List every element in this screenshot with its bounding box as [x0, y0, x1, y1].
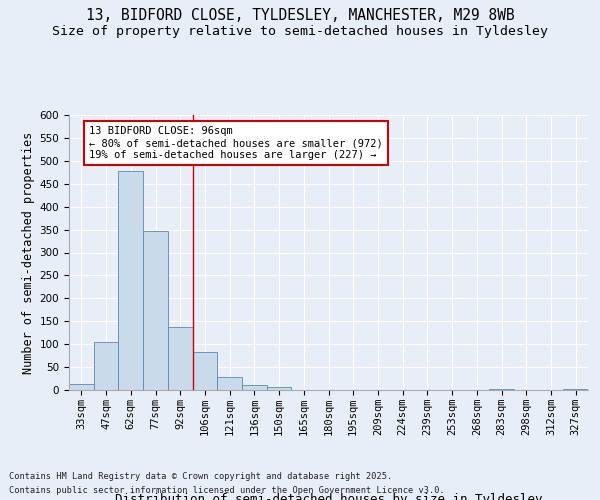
Y-axis label: Number of semi-detached properties: Number of semi-detached properties [22, 132, 35, 374]
Bar [168, 327, 193, 390]
Bar [563, 388, 588, 390]
Bar [94, 342, 118, 390]
Bar [242, 385, 267, 390]
Text: Contains public sector information licensed under the Open Government Licence v3: Contains public sector information licen… [9, 486, 445, 495]
Bar [118, 171, 143, 390]
Bar [69, 384, 94, 390]
Bar [489, 389, 514, 390]
Text: 13, BIDFORD CLOSE, TYLDESLEY, MANCHESTER, M29 8WB: 13, BIDFORD CLOSE, TYLDESLEY, MANCHESTER… [86, 8, 514, 22]
Text: 13 BIDFORD CLOSE: 96sqm
← 80% of semi-detached houses are smaller (972)
19% of s: 13 BIDFORD CLOSE: 96sqm ← 80% of semi-de… [89, 126, 383, 160]
Bar [143, 232, 168, 390]
Bar [193, 352, 217, 390]
Text: Size of property relative to semi-detached houses in Tyldesley: Size of property relative to semi-detach… [52, 25, 548, 38]
Text: Contains HM Land Registry data © Crown copyright and database right 2025.: Contains HM Land Registry data © Crown c… [9, 472, 392, 481]
X-axis label: Distribution of semi-detached houses by size in Tyldesley: Distribution of semi-detached houses by … [115, 494, 542, 500]
Bar [267, 387, 292, 390]
Bar [217, 376, 242, 390]
